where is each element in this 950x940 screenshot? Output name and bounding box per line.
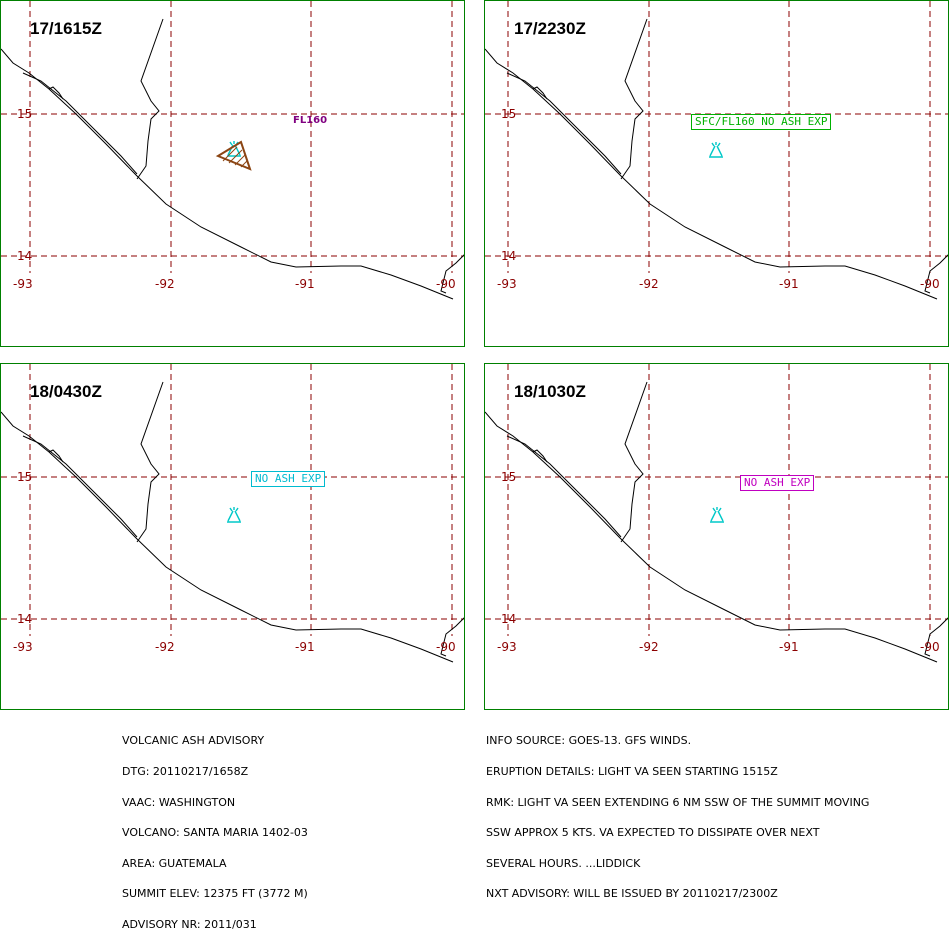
- border-line-east: [924, 617, 948, 657]
- panel-time: 18/0430Z: [30, 382, 102, 401]
- advisory-title: VOLCANIC ASH ADVISORY: [122, 734, 265, 748]
- lon-label-92: -92: [639, 640, 659, 654]
- flight-level-label: FL160: [293, 115, 328, 126]
- forecast-label-box: NO ASH EXP: [251, 471, 326, 487]
- coastline-inner: [22, 435, 138, 538]
- volcano-icon: [227, 141, 241, 157]
- lon-label-91: -91: [295, 640, 315, 654]
- border-line: [620, 381, 648, 543]
- coastline-inner: [506, 72, 622, 175]
- coastline: [1, 48, 454, 300]
- volcano-icon: [710, 507, 724, 523]
- volcano-icon: [227, 507, 241, 523]
- volcano-icon: [709, 142, 723, 158]
- lon-label-92: -92: [639, 277, 659, 291]
- map-panel-4: 18/1030Z NO ASH EXP 15 14 -93 -92 -91 -9…: [484, 363, 949, 710]
- coast-detail: [48, 449, 64, 463]
- lon-label-90: -90: [436, 277, 456, 291]
- lon-label-92: -92: [155, 277, 175, 291]
- advisory-eruption-details: ERUPTION DETAILS: LIGHT VA SEEN STARTING…: [486, 765, 778, 778]
- advisory-number: ADVISORY NR: 2011/031: [122, 917, 257, 931]
- border-line-east: [440, 617, 464, 657]
- border-line: [136, 18, 164, 180]
- lon-label-93: -93: [497, 277, 517, 291]
- lon-label-93: -93: [13, 640, 33, 654]
- panel-time: 18/1030Z: [514, 382, 586, 401]
- forecast-label-box: NO ASH EXP: [740, 475, 815, 491]
- map-canvas: [1, 364, 464, 663]
- lat-label-14: 14: [501, 249, 517, 263]
- lat-label-15: 15: [501, 470, 517, 484]
- coastline-inner: [22, 72, 138, 175]
- coastline: [485, 48, 938, 300]
- lon-label-93: -93: [13, 277, 33, 291]
- map-panel-1: 17/1615Z FL160 15 14 -93 -92 -91 -90: [0, 0, 465, 347]
- lat-label-14: 14: [17, 612, 33, 626]
- coastline: [485, 411, 938, 663]
- advisory-remark-line-1: RMK: LIGHT VA SEEN EXTENDING 6 NM SSW OF…: [486, 795, 870, 809]
- lon-label-91: -91: [779, 640, 799, 654]
- coastline-inner: [506, 435, 622, 538]
- advisory-details-block: INFO SOURCE: GOES-13. GFS WINDS. ERUPTIO…: [486, 716, 869, 910]
- lon-label-91: -91: [779, 277, 799, 291]
- border-line-east: [440, 254, 464, 294]
- coast-detail: [48, 86, 64, 100]
- panel-time: 17/2230Z: [514, 19, 586, 38]
- border-line: [620, 18, 648, 180]
- lat-label-15: 15: [501, 107, 517, 121]
- map-canvas: [485, 1, 948, 300]
- advisory-volcano: VOLCANO: SANTA MARIA 1402-03: [122, 826, 308, 840]
- lon-label-93: -93: [497, 640, 517, 654]
- forecast-label-box: SFC/FL160 NO ASH EXP: [691, 114, 832, 130]
- advisory-dtg: DTG: 20110217/1658Z: [122, 765, 249, 778]
- map-canvas: [485, 364, 948, 663]
- advisory-header-block: VOLCANIC ASH ADVISORY DTG: 20110217/1658…: [122, 716, 308, 940]
- lon-label-90: -90: [920, 640, 940, 654]
- lon-label-90: -90: [436, 640, 456, 654]
- advisory-info-source: INFO SOURCE: GOES-13. GFS WINDS.: [486, 734, 692, 748]
- lat-label-14: 14: [501, 612, 517, 626]
- advisory-next: NXT ADVISORY: WILL BE ISSUED BY 20110217…: [486, 887, 778, 901]
- ash-cloud-polygon: [215, 140, 252, 171]
- lon-label-90: -90: [920, 277, 940, 291]
- coastline: [1, 411, 454, 663]
- advisory-vaac: VAAC: WASHINGTON: [122, 795, 236, 809]
- coast-detail: [532, 449, 548, 463]
- lon-label-91: -91: [295, 277, 315, 291]
- map-panel-3: 18/0430Z NO ASH EXP 15 14 -93 -92 -91 -9…: [0, 363, 465, 710]
- advisory-remark-line-3: SEVERAL HOURS. ...LIDDICK: [486, 856, 641, 870]
- coast-detail: [532, 86, 548, 100]
- border-line: [136, 381, 164, 543]
- lat-label-15: 15: [17, 107, 33, 121]
- border-line-east: [924, 254, 948, 294]
- lat-label-14: 14: [17, 249, 33, 263]
- panel-time: 17/1615Z: [30, 19, 102, 38]
- advisory-remark-line-2: SSW APPROX 5 KTS. VA EXPECTED TO DISSIPA…: [486, 826, 820, 840]
- map-canvas: [1, 1, 464, 300]
- advisory-area: AREA: GUATEMALA: [122, 856, 227, 870]
- lat-label-15: 15: [17, 470, 33, 484]
- map-panel-2: 17/2230Z SFC/FL160 NO ASH EXP 15 14 -93 …: [484, 0, 949, 347]
- advisory-summit-elev: SUMMIT ELEV: 12375 FT (3772 M): [122, 887, 308, 901]
- lon-label-92: -92: [155, 640, 175, 654]
